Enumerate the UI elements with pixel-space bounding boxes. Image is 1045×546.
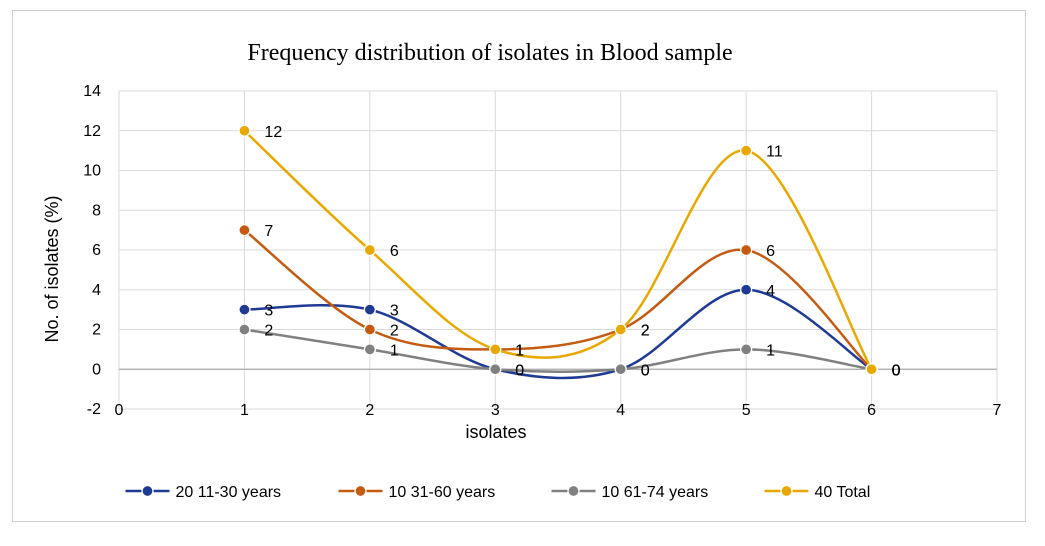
legend-marker	[354, 484, 367, 498]
series-line	[243, 129, 873, 370]
line-chart: Frequency distribution of isolates in Bl…	[42, 40, 1002, 501]
data-point	[363, 343, 377, 356]
legend-item: 20 11-30 years	[125, 484, 282, 501]
data-point	[363, 243, 377, 257]
x-tick-label: 0	[115, 402, 124, 419]
data-label: 0	[892, 362, 901, 379]
data-point	[865, 363, 878, 376]
x-tick-label: 1	[240, 402, 249, 419]
data-label: 1	[390, 342, 399, 359]
data-point	[238, 323, 251, 336]
data-point	[739, 283, 753, 296]
legend: 20 11-30 years 10 31-60 years 10 61-74 yea…	[125, 484, 871, 501]
data-label: 12	[264, 124, 282, 141]
legend-item: 10 61-74 years	[551, 484, 709, 501]
data-label: 1	[766, 342, 775, 359]
x-tick-label: 2	[365, 402, 374, 419]
data-label: 2	[641, 323, 650, 340]
data-point	[363, 303, 377, 316]
data-point	[238, 223, 251, 237]
legend-item: 10 31-60 years	[338, 484, 496, 501]
y-tick-label: -2	[87, 401, 101, 418]
data-label: 0	[892, 362, 901, 379]
data-label: 7	[264, 223, 273, 240]
legend-label: 40 Total	[815, 484, 871, 501]
y-tick-label: 14	[83, 83, 101, 100]
legend-marker	[780, 484, 793, 498]
legend-label: 10 61-74 years	[602, 484, 709, 501]
series-line	[244, 328, 872, 373]
data-point	[739, 144, 753, 157]
data-label: 0	[892, 362, 901, 379]
data-label: 0	[892, 362, 901, 379]
data-label: 0	[641, 362, 650, 379]
data-label: 0	[515, 362, 524, 379]
data-label: 6	[766, 243, 775, 260]
data-point	[614, 323, 627, 336]
y-tick-label: 2	[92, 322, 101, 339]
series-3: 2 1 0 0 1 0	[238, 323, 901, 379]
data-point	[614, 363, 627, 376]
legend-label: 20 11-30 years	[176, 484, 282, 501]
y-tick-label: 10	[83, 163, 101, 180]
data-label: 4	[766, 283, 775, 300]
y-tick-label: 0	[92, 361, 101, 378]
data-point	[739, 343, 753, 356]
data-label: 2	[641, 323, 650, 340]
y-tick-label: 4	[92, 282, 101, 299]
y-axis-title: No. of isolates (%)	[42, 195, 62, 342]
data-label: 0	[641, 362, 650, 379]
data-label: 6	[390, 243, 399, 260]
y-tick-label: 8	[92, 202, 101, 219]
legend-item: 40 Total	[764, 484, 871, 501]
data-point	[238, 303, 251, 316]
data-point	[739, 243, 753, 257]
data-point	[489, 363, 502, 376]
chart-title: Frequency distribution of isolates in Bl…	[247, 40, 732, 66]
x-tick-label: 4	[616, 402, 625, 419]
series-line	[244, 288, 873, 380]
x-axis-title: isolates	[465, 422, 526, 442]
data-label: 11	[766, 144, 783, 161]
data-label: 3	[264, 303, 273, 320]
x-tick-label: 5	[742, 402, 751, 419]
data-label: 1	[515, 342, 524, 359]
data-label: 1	[515, 342, 524, 359]
y-tick-labels: -2 0 2 4 6 8 10 12 14	[83, 83, 101, 418]
legend-label: 10 31-60 years	[389, 484, 496, 501]
series-1: 3 3 0 0 4 0	[238, 283, 901, 380]
x-tick-label: 3	[491, 402, 500, 419]
x-tick-label: 6	[867, 402, 876, 419]
data-point	[238, 124, 251, 137]
y-tick-label: 6	[92, 242, 101, 259]
legend-marker	[567, 484, 580, 498]
x-tick-label: 7	[993, 402, 1002, 419]
data-label: 2	[264, 323, 273, 340]
series-line	[243, 229, 873, 371]
data-label: 3	[390, 303, 399, 320]
data-point	[489, 343, 502, 356]
legend-marker	[141, 484, 154, 498]
data-label: 2	[390, 323, 399, 340]
chart-frame: Frequency distribution of isolates in Bl…	[12, 10, 1026, 522]
data-point	[363, 323, 377, 336]
y-tick-label: 12	[83, 123, 101, 140]
x-tick-labels: 0 1 2 3 4 5 6 7	[115, 402, 1002, 419]
